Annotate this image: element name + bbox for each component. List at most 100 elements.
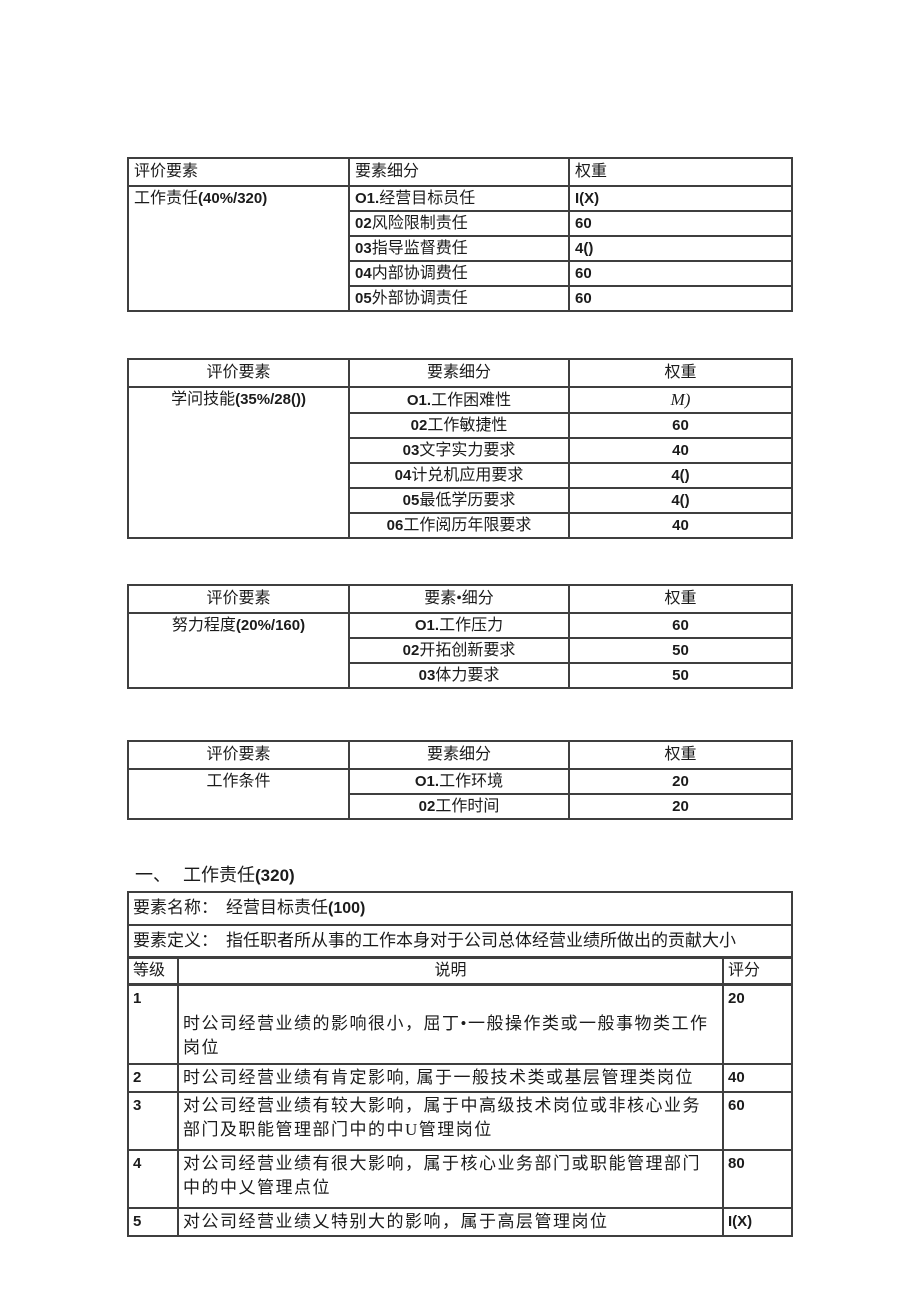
detail-number: O1. [406, 391, 432, 409]
detail-number: O1. [355, 190, 380, 207]
weight-value: 20 [672, 773, 689, 790]
factor-name-points: (100) [328, 900, 366, 917]
grade-level-cell: 3 [127, 1091, 179, 1151]
factor-name-value: 经营目标责任 [226, 898, 328, 917]
grade-description-cell: 时公司经营业绩有肯定影响, 属于一般技术类或基层管理类岗位 [177, 1063, 724, 1093]
detail-cell: O1.工作困难性 [348, 386, 570, 414]
weight-value: 4() [575, 240, 594, 257]
weight-row: 05外部协调责任 60 [128, 285, 793, 312]
detail-cell: 02开拓创新要求 [348, 637, 570, 664]
detail-cell: 04计兑机应用要求 [348, 462, 570, 489]
detail-cell: O1.工作压力 [348, 612, 570, 639]
detail-cell: 05外部协调责任 [348, 285, 570, 312]
weight-table-header-row: 评价要素 要素细分 权重 [127, 358, 793, 388]
weight-cell: 40 [568, 437, 793, 464]
detail-label: 风险限制责任 [371, 215, 468, 232]
detail-label: 最低学历要求 [419, 492, 516, 509]
grade-description-cell: 对公司经营业绩有较大影响，属于中高级技术岗位或非核心业务部门及职能管理部门中的中… [177, 1091, 724, 1151]
grade-score-cell: 80 [721, 1149, 794, 1209]
section-title: 工作责任(320) [183, 865, 295, 885]
detail-label: 经营目标员任 [379, 190, 476, 207]
grade-level-cell: 2 [127, 1063, 179, 1093]
weight-cell: 60 [568, 285, 793, 312]
weight-value: M) [670, 390, 691, 409]
detail-label: 外部协调责任 [371, 290, 468, 307]
grade-row: 4 对公司经营业绩有很大影响，属于核心业务部门或职能管理部门中的中乂管理点位 80 [127, 1149, 794, 1209]
detail-number: O1. [414, 773, 440, 790]
detail-label: 计兑机应用要求 [411, 467, 524, 484]
weight-cell: 60 [568, 210, 793, 237]
column-header-factor: 评价要素 [127, 584, 350, 614]
detail-number: 04 [394, 467, 412, 484]
section-heading: 一、 工作责任(320) [135, 864, 797, 887]
factor-name-cell: 要素名称： 经营目标责任(100) [126, 891, 794, 926]
column-header-weight: 权重 [568, 157, 793, 187]
column-header-detail: 要素细分 [348, 740, 570, 770]
detail-number: 02 [402, 642, 420, 659]
weight-cell: 4() [568, 462, 793, 489]
weight-value: I(X) [575, 190, 600, 207]
factor-cell: 努力程度(20%/160) [127, 612, 350, 689]
grade-level-cell: 4 [127, 1149, 179, 1209]
detail-label: 工作阅历年限要求 [403, 517, 532, 534]
weight-cell: 4() [568, 487, 793, 514]
column-header-detail: 要素细分 [348, 157, 570, 187]
factor-definition-cell: 要素定义： 指任职者所从事的工作本身对于公司总体经营业绩所做出的贡献大小 [126, 924, 794, 959]
weight-value: 60 [672, 617, 689, 634]
weight-row: 02开拓创新要求 50 [128, 637, 793, 664]
weight-cell: 50 [568, 662, 793, 689]
weight-row: 04内部协调费任 60 [128, 260, 793, 287]
column-header-weight: 权重 [568, 740, 793, 770]
detail-number: 03 [418, 667, 436, 684]
weight-table-header-row: 评价要素 要素细分 权重 [127, 740, 793, 770]
factor-definition-row: 要素定义： 指任职者所从事的工作本身对于公司总体经营业绩所做出的贡献大小 [126, 924, 794, 959]
factor-cell: 工作责任(40%/320) [127, 185, 350, 312]
weight-value: 20 [672, 798, 689, 815]
grade-row: 2 时公司经营业绩有肯定影响, 属于一般技术类或基层管理类岗位 40 [127, 1063, 794, 1093]
factor-cell: 学问技能(35%/28()) [127, 386, 350, 539]
weight-row: 03文字实力要求 40 [128, 437, 793, 464]
weight-value: 50 [672, 667, 689, 684]
grade-score-cell: 20 [721, 983, 794, 1065]
detail-cell: 02工作敏捷性 [348, 412, 570, 439]
detail-number: 05 [355, 290, 372, 307]
factor-points: (20%/160) [235, 617, 306, 634]
weight-cell: 60 [568, 260, 793, 287]
detail-label: 指导监督费任 [371, 240, 468, 257]
weight-table-header-row: 评价要素 要素•细分 权重 [127, 584, 793, 614]
detail-number: 02 [410, 417, 428, 434]
weight-cell: 4() [568, 235, 793, 262]
weight-row: 03指导监督费任 4() [128, 235, 793, 262]
detail-number: 05 [402, 492, 420, 509]
factor-name: 工作条件 [206, 773, 271, 790]
column-header-level: 等级 [127, 956, 179, 986]
detail-number: 03 [355, 240, 372, 257]
weight-cell: I(X) [568, 185, 793, 212]
column-header-weight: 权重 [568, 358, 793, 388]
grade-level-cell: 5 [127, 1207, 179, 1237]
detail-cell: 02风险限制责任 [348, 210, 570, 237]
detail-cell: 06工作阅历年限要求 [348, 512, 570, 539]
weight-value: 60 [575, 215, 592, 232]
detail-label: 文字实力要求 [419, 442, 516, 459]
document-page: 评价要素 要素细分 权重 工作责任(40%/320) O1.经营目标员任 I(X) 0… [126, 157, 797, 1237]
weight-row: 04计兑机应用要求 4() [128, 462, 793, 489]
detail-label: 工作困难性 [431, 391, 512, 409]
factor-name: 努力程度 [171, 617, 236, 634]
factor-name-row: 要素名称： 经营目标责任(100) [126, 891, 794, 926]
grade-description-cell: 对公司经营业绩乂特别大的影响，属于高层管理岗位 [177, 1207, 724, 1237]
detail-number: 03 [402, 442, 420, 459]
detail-label: 工作环境 [439, 773, 504, 790]
detail-number: O1. [414, 617, 440, 634]
grade-score-cell: I(X) [721, 1207, 794, 1237]
column-header-detail: 要素细分 [348, 358, 570, 388]
column-header-factor: 评价要素 [127, 740, 350, 770]
column-header-score: 评分 [721, 956, 794, 986]
weight-cell: 60 [568, 412, 793, 439]
grade-score-cell: 60 [721, 1091, 794, 1151]
detail-number: 02 [355, 215, 372, 232]
column-header-factor: 评价要素 [127, 358, 350, 388]
factor-points: (40%/320) [198, 190, 268, 207]
detail-number: 04 [355, 265, 372, 282]
column-header-description: 说明 [177, 956, 724, 986]
